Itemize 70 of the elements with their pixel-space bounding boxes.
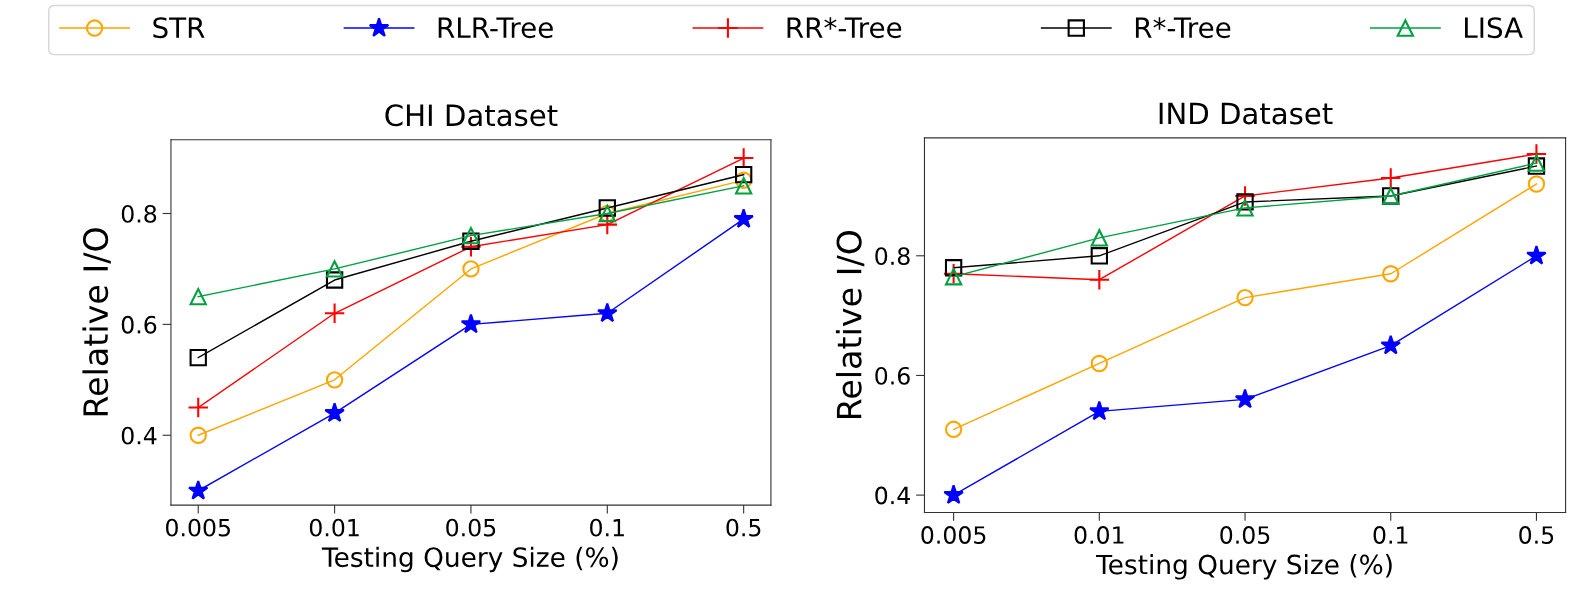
x-tick-label: 0.5 — [726, 518, 761, 537]
point — [462, 260, 480, 278]
point — [324, 402, 345, 422]
point — [733, 208, 754, 228]
y-axis-title: Relative I/O — [835, 230, 865, 419]
y-tick-label: 0.6 — [875, 366, 910, 385]
point — [1088, 268, 1111, 291]
point — [1526, 245, 1547, 265]
x-tick-label: 0.005 — [921, 526, 986, 544]
point — [944, 420, 963, 438]
point — [1525, 143, 1548, 165]
point — [1236, 288, 1254, 307]
point — [462, 227, 480, 245]
legend-label: LISA — [1465, 17, 1523, 39]
point — [943, 484, 964, 505]
point — [734, 166, 753, 184]
x-tick-label: 0.01 — [309, 518, 359, 537]
point — [325, 260, 344, 278]
point — [187, 479, 209, 500]
point — [1090, 229, 1108, 247]
point — [944, 268, 963, 286]
point — [323, 302, 346, 325]
point — [460, 236, 482, 258]
point — [944, 259, 963, 277]
legend-label: R*-Tree — [1135, 17, 1231, 39]
x-axis-title: Testing Query Size (%) — [321, 546, 618, 573]
point — [734, 171, 753, 189]
point — [1236, 199, 1254, 217]
y-tick-label: 0.8 — [121, 204, 157, 223]
point — [1380, 334, 1402, 355]
point — [189, 348, 207, 367]
legend-label: RR*-Tree — [787, 17, 902, 39]
x-tick-label: 0.5 — [1519, 526, 1554, 544]
point — [734, 177, 753, 195]
point — [1234, 185, 1256, 207]
x-tick-label: 0.05 — [446, 518, 496, 537]
x-axis-title: Testing Query Size (%) — [1095, 554, 1392, 580]
x-tick-label: 0.1 — [590, 518, 624, 537]
point — [189, 426, 207, 444]
point — [189, 287, 207, 306]
point — [598, 199, 616, 217]
x-tick-label: 0.1 — [1373, 526, 1408, 544]
legend-label: STR — [153, 17, 205, 39]
point — [1379, 167, 1402, 189]
point — [1382, 265, 1400, 283]
y-axis-title: Relative I/O — [82, 228, 111, 416]
point — [1089, 400, 1110, 421]
legend-label: RLR-Tree — [438, 17, 553, 39]
point — [1090, 354, 1108, 373]
y-tick-label: 0.4 — [121, 426, 157, 445]
point — [732, 147, 755, 169]
point — [1234, 388, 1256, 409]
y-tick-label: 0.6 — [121, 315, 157, 334]
x-tick-label: 0.005 — [165, 518, 230, 537]
point — [1090, 247, 1108, 265]
point — [597, 302, 618, 323]
point — [187, 396, 209, 419]
point — [1527, 175, 1546, 193]
point — [462, 232, 480, 250]
y-tick-label: 0.8 — [875, 247, 910, 266]
point — [460, 313, 482, 334]
point — [325, 371, 344, 389]
chart-title: CHI Dataset — [385, 104, 558, 127]
x-tick-label: 0.01 — [1074, 526, 1124, 544]
point — [325, 271, 344, 289]
point — [1236, 193, 1254, 211]
x-tick-label: 0.05 — [1220, 526, 1270, 544]
point — [942, 262, 965, 285]
chart-title: IND Dataset — [1159, 102, 1333, 125]
y-tick-label: 0.4 — [875, 486, 910, 505]
